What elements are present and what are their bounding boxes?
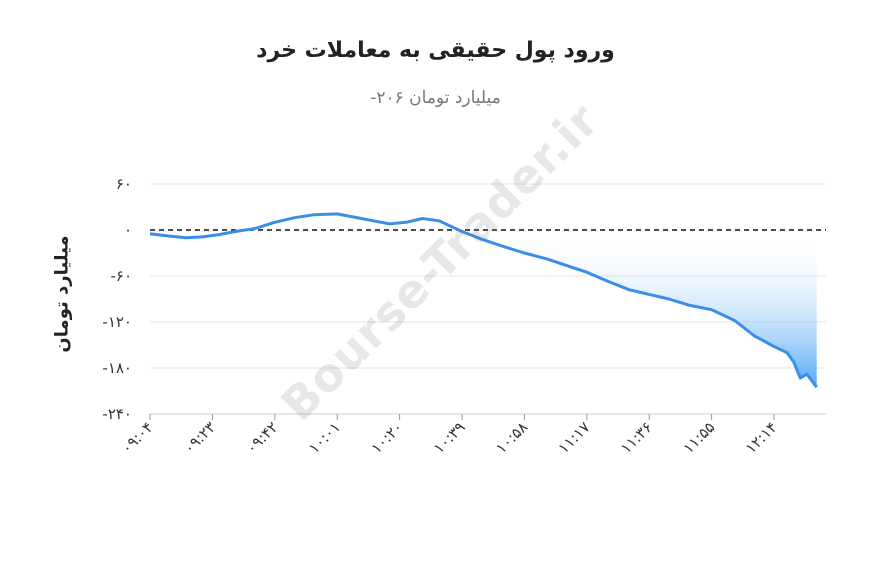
y-tick-labels: ۶۰ ۰ -۶۰ -۱۲۰ -۱۸۰ -۲۴۰ <box>102 175 132 423</box>
x-tick-label: ۱۰:۲۰ <box>367 418 406 457</box>
chart-subtitle: میلیارد تومان ۲۰۶- <box>370 88 501 108</box>
y-tick-label: -۶۰ <box>110 267 132 285</box>
x-tick-label: ۱۲:۱۴ <box>742 418 781 457</box>
x-tick-label: ۱۱:۵۵ <box>679 418 718 457</box>
x-tick-labels: ۰۹:۰۴ ۰۹:۲۳ ۰۹:۴۲ ۱۰:۰۱ ۱۰:۲۰ ۱۰:۳۹ ۱۰:۵۸ ۱۱:۱۷… <box>118 414 781 457</box>
y-tick-label: ۶۰ <box>116 175 132 193</box>
series-area <box>150 230 817 388</box>
x-tick-label: ۰۹:۴۲ <box>243 418 282 457</box>
x-tick-label: ۰۹:۰۴ <box>118 418 157 457</box>
series-line <box>149 212 818 389</box>
chart-title: ورود پول حقیقی به معاملات خرد <box>256 38 615 63</box>
y-tick-label: ۰ <box>124 221 132 239</box>
y-tick-label: -۱۲۰ <box>102 313 132 331</box>
y-tick-label: -۱۸۰ <box>102 359 132 377</box>
x-tick-label: ۰۹:۲۳ <box>180 418 219 457</box>
y-tick-label: -۲۴۰ <box>102 405 132 423</box>
x-tick-label: ۱۰:۵۸ <box>492 418 531 457</box>
x-tick-label: ۱۱:۱۷ <box>555 418 594 457</box>
x-tick-label: ۱۱:۳۶ <box>617 418 656 457</box>
x-tick-label: ۱۰:۳۹ <box>430 418 469 457</box>
